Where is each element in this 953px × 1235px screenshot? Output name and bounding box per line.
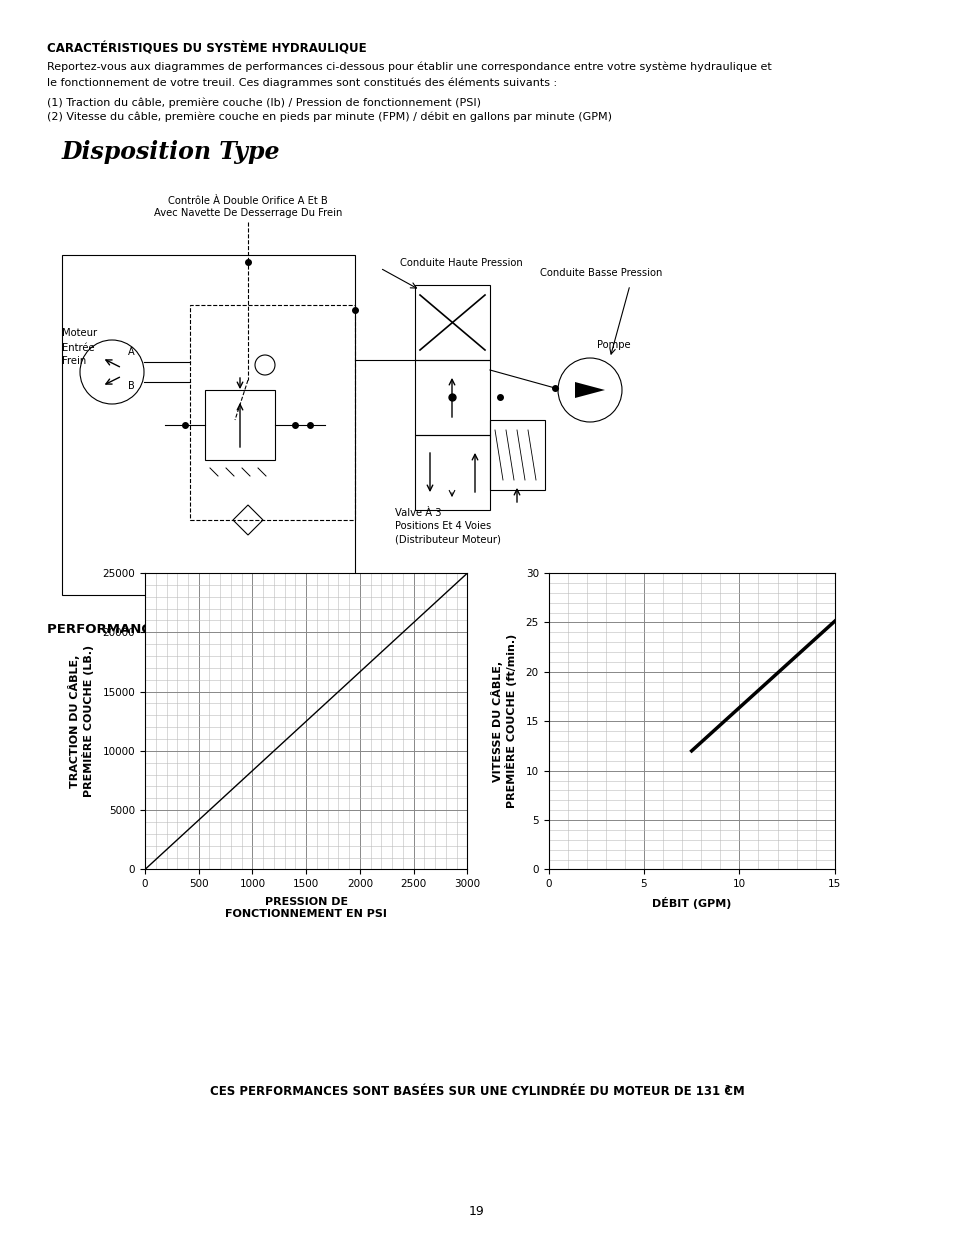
Text: B: B	[128, 382, 134, 391]
Y-axis label: TRACTION DU CÂBLE,
PREMIÈRE COUCHE (LB.): TRACTION DU CÂBLE, PREMIÈRE COUCHE (LB.)	[68, 645, 94, 798]
Bar	[205, 390, 274, 459]
Text: 3: 3	[723, 1086, 729, 1094]
Text: Positions Et 4 Voies: Positions Et 4 Voies	[395, 521, 491, 531]
Text: PERFORMANCE CHARTS: PERFORMANCE CHARTS	[47, 622, 224, 636]
Text: (2) Vitesse du câble, première couche en pieds par minute (FPM) / débit en gallo: (2) Vitesse du câble, première couche en…	[47, 112, 612, 122]
Text: A: A	[128, 347, 134, 357]
Text: Valve À 3: Valve À 3	[395, 508, 441, 517]
Text: Contrôle À Double Orifice A Et B: Contrôle À Double Orifice A Et B	[168, 196, 328, 206]
Text: CES PERFORMANCES SONT BASÉES SUR UNE CYLINDRÉE DU MOTEUR DE 131 CM: CES PERFORMANCES SONT BASÉES SUR UNE CYL…	[210, 1086, 743, 1098]
Y-axis label: VITESSE DU CÂBLE,
PREMIÈRE COUCHE (ft/min.): VITESSE DU CÂBLE, PREMIÈRE COUCHE (ft/mi…	[491, 634, 517, 809]
Text: Avec Navette De Desserrage Du Frein: Avec Navette De Desserrage Du Frein	[153, 207, 342, 219]
Text: Moteur: Moteur	[62, 329, 97, 338]
Text: Pompe: Pompe	[597, 340, 630, 350]
Text: Entrée: Entrée	[62, 343, 94, 353]
Text: Disposition Type: Disposition Type	[62, 140, 280, 164]
Bar	[415, 285, 490, 359]
X-axis label: DÉBIT (GPM): DÉBIT (GPM)	[651, 898, 731, 909]
Bar	[62, 254, 355, 595]
Text: le fonctionnement de votre treuil. Ces diagrammes sont constitués des éléments s: le fonctionnement de votre treuil. Ces d…	[47, 77, 557, 88]
Text: Conduite Basse Pression: Conduite Basse Pression	[539, 268, 661, 278]
Text: CARACTÉRISTIQUES DU SYSTÈME HYDRAULIQUE: CARACTÉRISTIQUES DU SYSTÈME HYDRAULIQUE	[47, 42, 366, 56]
Polygon shape	[575, 382, 604, 398]
Bar	[190, 305, 355, 520]
Text: Reportez-vous aux diagrammes de performances ci-dessous pour établir une corresp: Reportez-vous aux diagrammes de performa…	[47, 62, 771, 73]
Text: Conduite Haute Pression: Conduite Haute Pression	[399, 258, 522, 268]
Text: (Distributeur Moteur): (Distributeur Moteur)	[395, 534, 500, 543]
X-axis label: PRESSION DE
FONCTIONNEMENT EN PSI: PRESSION DE FONCTIONNEMENT EN PSI	[225, 898, 387, 919]
Text: Frein: Frein	[62, 356, 86, 366]
Text: 19: 19	[469, 1205, 484, 1218]
Bar	[415, 435, 490, 510]
Bar	[490, 420, 544, 490]
Text: (1) Traction du câble, première couche (lb) / Pression de fonctionnement (PSI): (1) Traction du câble, première couche (…	[47, 98, 480, 107]
Bar	[415, 359, 490, 435]
